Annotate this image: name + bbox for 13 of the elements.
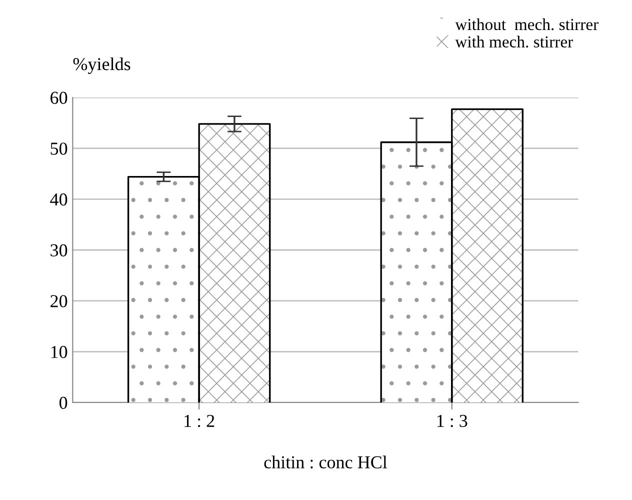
x-tick-label: 1 : 2 xyxy=(184,414,214,428)
y-tick-label: 40 xyxy=(50,193,68,206)
x-tick-label: 1 : 3 xyxy=(437,414,468,428)
y-axis-title: %yields xyxy=(73,58,130,74)
x-axis-title: chitin : conc HCl xyxy=(264,456,388,468)
y-tick-label: 30 xyxy=(50,244,68,256)
y-tick-label: 50 xyxy=(50,142,68,155)
y-tick-label: 0 xyxy=(59,396,68,409)
y-tick-label: 20 xyxy=(50,295,68,308)
legend-label: with mech. stirrer xyxy=(455,36,574,48)
y-tick-label: 10 xyxy=(51,346,68,358)
legend-label: without mech. stirrer xyxy=(455,18,598,30)
y-tick-label: 60 xyxy=(50,92,68,104)
